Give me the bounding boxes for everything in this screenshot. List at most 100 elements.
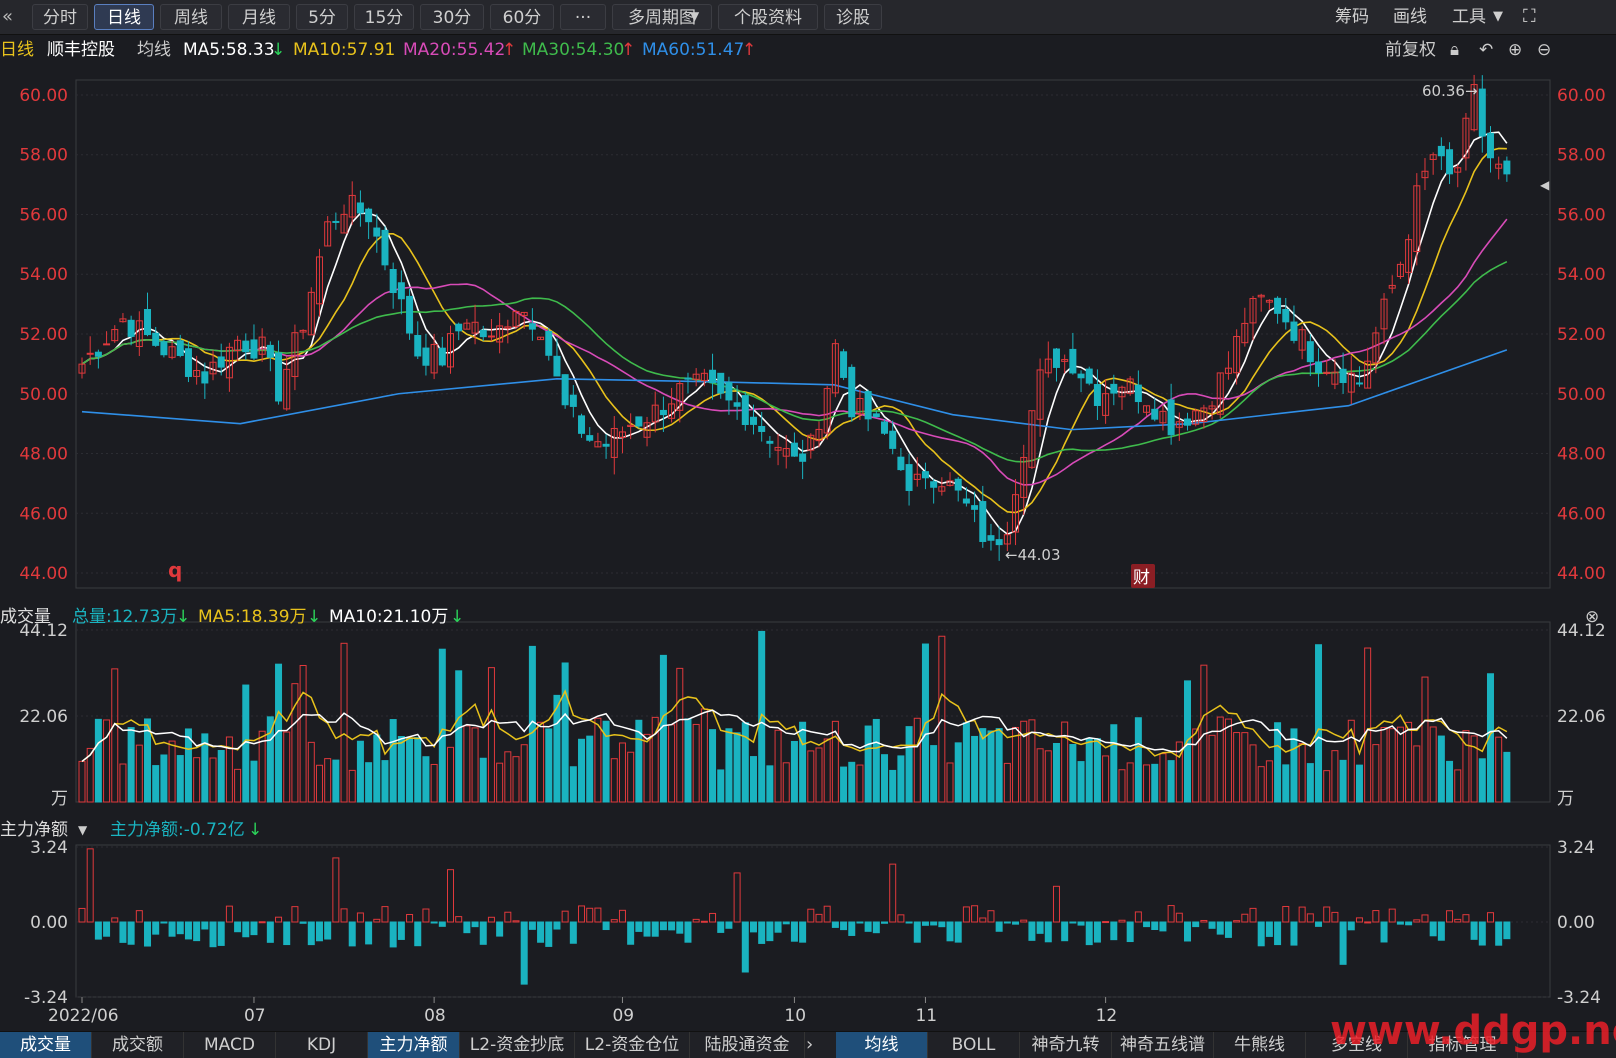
tab-9[interactable]: 多周期图 bbox=[612, 4, 712, 30]
overlay-tab-5[interactable]: 多空线 bbox=[1306, 1032, 1408, 1058]
indicator-tab-7[interactable]: 陆股通资金 bbox=[690, 1032, 805, 1058]
candle-down bbox=[1486, 132, 1494, 159]
volume-bar bbox=[692, 723, 700, 803]
zoom-out-icon[interactable]: ⊖ bbox=[1537, 40, 1552, 60]
price-tick-left: 58.00 bbox=[19, 146, 68, 166]
indicator-tab-6[interactable]: L2-资金仓位 bbox=[575, 1032, 690, 1058]
flow-dropdown-icon[interactable]: ▼ bbox=[78, 823, 88, 837]
candle-up bbox=[774, 446, 782, 451]
flow-bar bbox=[684, 921, 692, 943]
undo-icon[interactable]: ↶ bbox=[1479, 40, 1494, 60]
price-tick-right: 58.00 bbox=[1557, 146, 1606, 166]
zoom-in-icon[interactable]: ⊕ bbox=[1508, 40, 1523, 60]
high-annotation: 60.36→ bbox=[1422, 82, 1478, 100]
tab-6[interactable]: 30分 bbox=[420, 4, 484, 30]
volume-bar bbox=[1069, 743, 1077, 803]
tools-dropdown-icon[interactable]: ▼ bbox=[1493, 9, 1503, 24]
flow-bar bbox=[307, 921, 315, 946]
candle-up bbox=[1396, 263, 1404, 277]
candle-up bbox=[307, 291, 315, 336]
overlay-tab-2[interactable]: 神奇九转 bbox=[1020, 1032, 1112, 1058]
volume-bar bbox=[168, 740, 176, 803]
indicator-tab-5[interactable]: L2-资金抄底 bbox=[460, 1032, 575, 1058]
candle-down bbox=[1446, 149, 1454, 175]
flow-bar bbox=[209, 921, 217, 948]
finance-marker[interactable]: 财 bbox=[1133, 568, 1150, 588]
adjust-button[interactable]: 前复权 bbox=[1385, 40, 1436, 60]
finance-marker-bg[interactable] bbox=[1131, 564, 1155, 588]
tab-11[interactable]: 诊股 bbox=[824, 4, 882, 30]
collapse-left-icon[interactable]: « bbox=[2, 6, 14, 27]
volume-bar bbox=[1446, 760, 1454, 803]
fullscreen-icon[interactable]: ⛶ bbox=[1523, 6, 1536, 27]
flow-title[interactable]: 主力净额 bbox=[0, 820, 68, 840]
indicator-tab-2[interactable]: MACD bbox=[184, 1032, 276, 1058]
volume-bar bbox=[537, 721, 545, 803]
volume-bar bbox=[430, 763, 438, 803]
flow-bar bbox=[447, 869, 454, 923]
candle-down bbox=[1503, 160, 1511, 175]
flow-bar bbox=[741, 921, 749, 973]
marker-q[interactable]: q bbox=[168, 558, 182, 582]
indicator-tab-3[interactable]: KDJ bbox=[276, 1032, 368, 1058]
close-panel-icon[interactable]: ⊗ bbox=[1585, 607, 1600, 627]
indicator-tab-0[interactable]: 成交量 bbox=[0, 1032, 92, 1058]
overlay-tab-3[interactable]: 神奇五线谱 bbox=[1112, 1032, 1214, 1058]
volume-ma10-line bbox=[81, 709, 1508, 762]
overlay-tab-6[interactable]: 指标管理 bbox=[1408, 1032, 1518, 1058]
candle-up bbox=[78, 363, 86, 374]
volume-bar bbox=[1093, 738, 1101, 803]
overlay-tab-4[interactable]: 牛熊线 bbox=[1214, 1032, 1306, 1058]
candle-down bbox=[184, 348, 192, 377]
volume-bar bbox=[1405, 721, 1413, 803]
tab-10[interactable]: 个股资料 bbox=[718, 4, 818, 30]
flow-bar bbox=[422, 908, 430, 923]
candle-down bbox=[160, 341, 168, 356]
tab-4[interactable]: 5分 bbox=[296, 4, 348, 30]
tab-5[interactable]: 15分 bbox=[354, 4, 414, 30]
lock-icon[interactable]: 🔒︎ bbox=[1450, 40, 1460, 60]
candle-down bbox=[144, 309, 152, 336]
volume-bar bbox=[234, 768, 242, 803]
volume-bar bbox=[299, 665, 307, 803]
flow-bar bbox=[193, 921, 201, 942]
tab-3[interactable]: 月线 bbox=[228, 4, 290, 30]
tab-7[interactable]: 60分 bbox=[490, 4, 554, 30]
overlay-tab-0[interactable]: 均线 bbox=[836, 1032, 928, 1058]
candle-down bbox=[356, 202, 364, 214]
volume-bar bbox=[356, 740, 364, 803]
volume-bar bbox=[283, 731, 291, 803]
tab-1[interactable]: 日线 bbox=[94, 4, 154, 30]
volume-title[interactable]: 成交量 bbox=[0, 607, 51, 627]
volume-total: 总量:12.73万 bbox=[72, 607, 178, 627]
candle-up bbox=[1249, 298, 1257, 324]
tab-2[interactable]: 周线 bbox=[160, 4, 222, 30]
indicator-tab-4[interactable]: 主力净额 bbox=[368, 1032, 460, 1058]
indicator-tab-1[interactable]: 成交额 bbox=[92, 1032, 184, 1058]
chip-button[interactable]: 筹码 bbox=[1335, 7, 1369, 27]
tab-0[interactable]: 分时 bbox=[32, 4, 88, 30]
multi-period-dropdown-icon[interactable]: ▼ bbox=[690, 9, 700, 23]
volume-bar bbox=[1282, 764, 1290, 803]
volume-bar bbox=[840, 766, 848, 803]
flow-bar bbox=[1503, 921, 1511, 940]
flow-bar bbox=[717, 921, 725, 933]
candle-up bbox=[283, 368, 291, 410]
flow-bar bbox=[889, 863, 897, 923]
tab-8[interactable]: ··· bbox=[560, 4, 606, 30]
ma-label[interactable]: 均线 bbox=[137, 40, 171, 60]
candle-down bbox=[578, 415, 586, 434]
volume-bar bbox=[504, 751, 512, 803]
volume-bar bbox=[422, 756, 430, 803]
candle-up bbox=[1470, 84, 1478, 131]
down-arrow-icon: ↓ bbox=[176, 607, 191, 627]
flow-bar bbox=[635, 921, 643, 932]
volume-bar bbox=[618, 742, 626, 803]
top-toolbar: « 分时 日线 周线 月线 5分 15分 30分 60分 ··· 多周期图 ▼ 个股资料 诊股 筹码 画… bbox=[0, 0, 1616, 35]
draw-line-button[interactable]: 画线 bbox=[1393, 7, 1427, 27]
chevron-right-icon[interactable]: › bbox=[806, 1034, 814, 1055]
price-tick-right: 54.00 bbox=[1557, 265, 1606, 285]
tools-button[interactable]: 工具 bbox=[1452, 7, 1486, 27]
overlay-tab-1[interactable]: BOLL bbox=[928, 1032, 1020, 1058]
